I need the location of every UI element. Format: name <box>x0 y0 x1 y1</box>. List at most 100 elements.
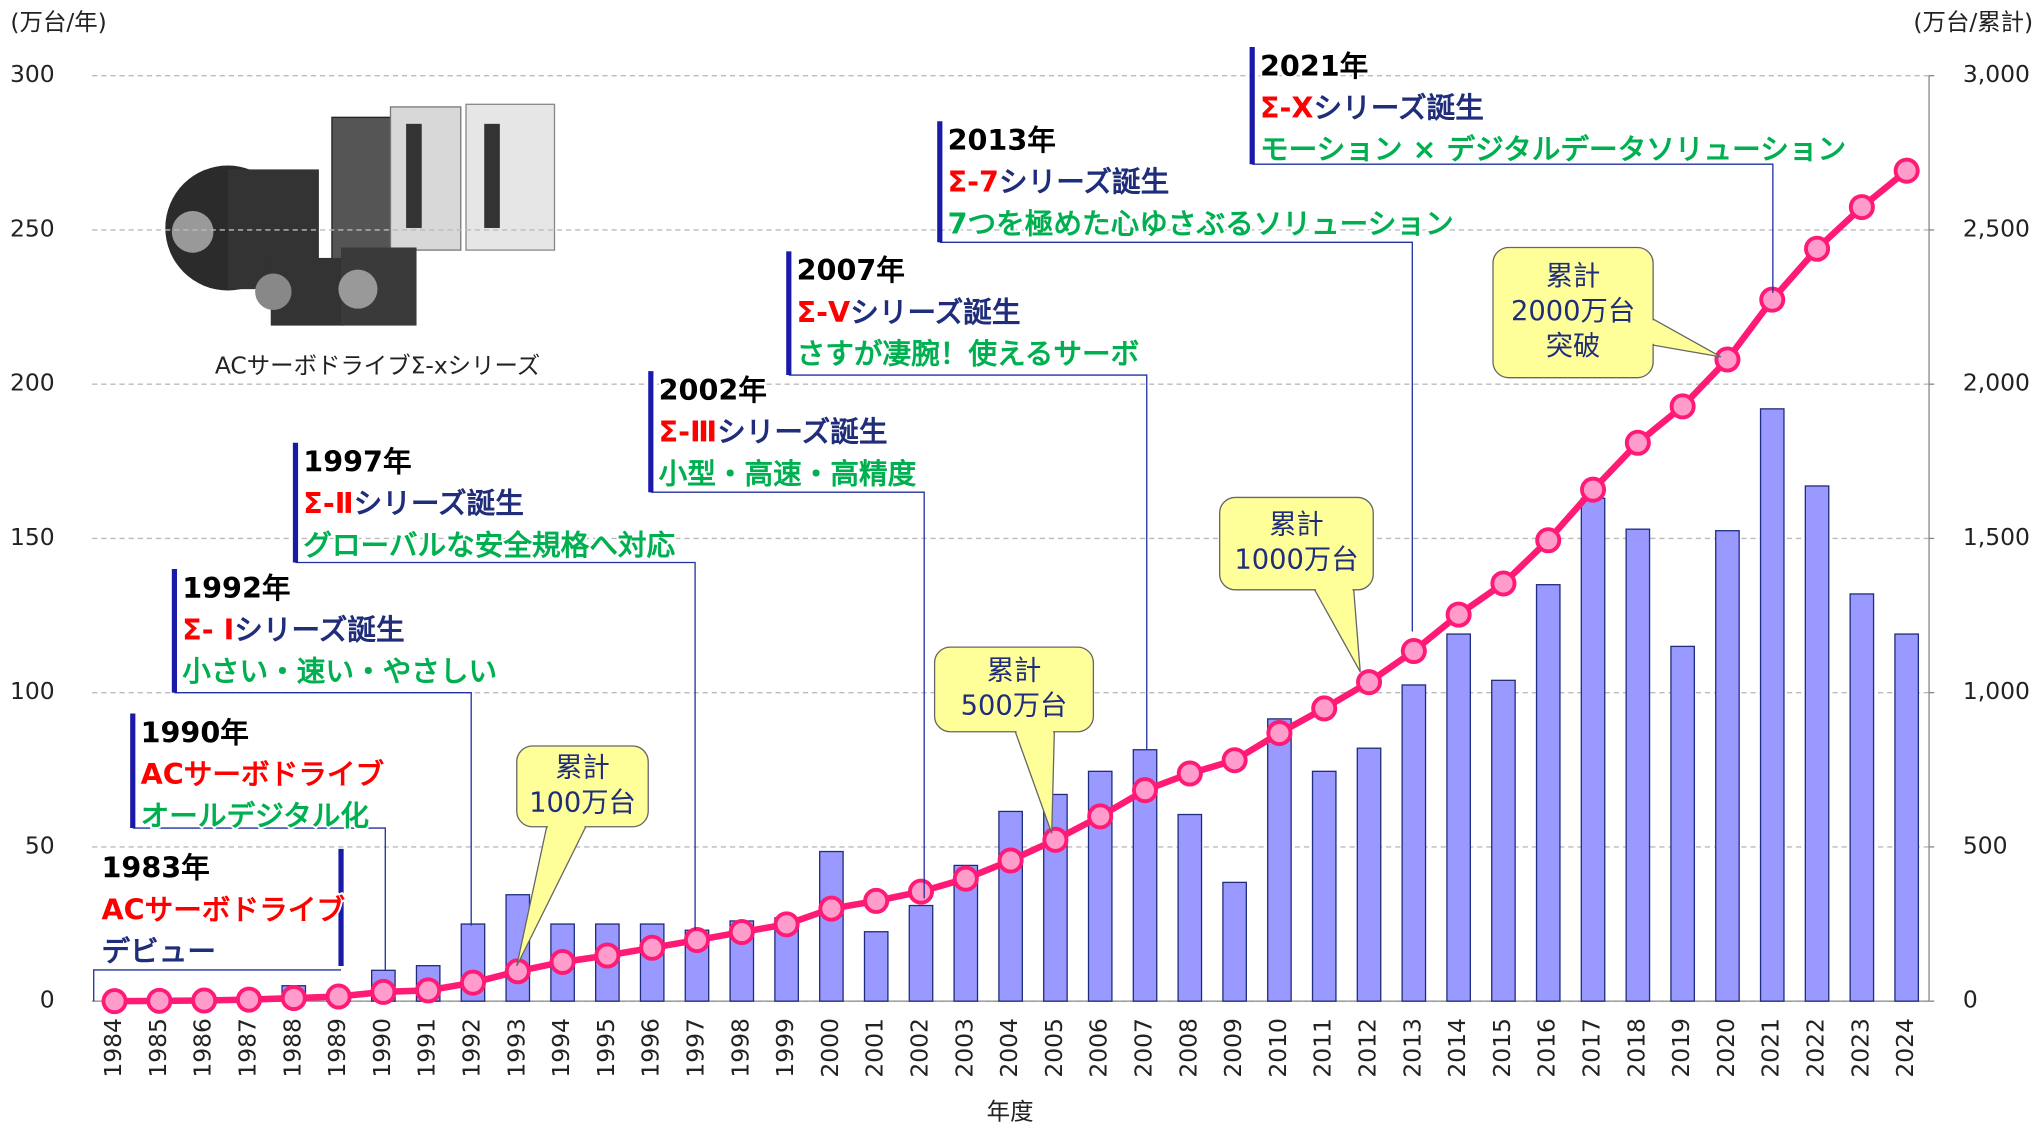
callout-box <box>933 646 1095 733</box>
x-tick-label: 2020 <box>1712 1018 1740 1078</box>
line-marker <box>1311 695 1338 722</box>
milestone-segment: ACサーボドライブ <box>141 757 385 791</box>
line-marker <box>1624 429 1651 456</box>
x-axis-label: 年度 <box>987 1098 1034 1125</box>
milestone-text: 2002年 <box>659 373 767 407</box>
callout-pointer <box>1313 589 1361 673</box>
x-tick-label: 2015 <box>1488 1018 1516 1078</box>
bar <box>998 810 1023 1002</box>
milestone-segment: Σ-Ⅱ <box>303 486 353 520</box>
leader-line <box>132 827 386 970</box>
bar <box>819 850 844 1002</box>
milestone-segment: シリーズ誕生 <box>354 486 524 520</box>
line-marker <box>1445 601 1472 628</box>
milestone-segment: Σ-X <box>1260 91 1314 125</box>
line-marker <box>1400 638 1427 665</box>
bar <box>1849 593 1875 1002</box>
milestone-segment: さすが凄腕！使えるサーボ <box>797 337 1140 371</box>
milestone-segment: 2002年 <box>659 373 767 407</box>
milestone-segment: Σ-Ⅲ <box>659 415 717 449</box>
milestone-text: Σ-Vシリーズ誕生 <box>797 295 1021 329</box>
line-marker <box>863 887 890 914</box>
x-tick-label: 2001 <box>861 1018 889 1078</box>
x-tick-label: 2013 <box>1398 1018 1426 1078</box>
line-marker <box>1804 235 1831 262</box>
milestone-text: 7つを極めた心ゆさぶるソリューション <box>948 206 1454 240</box>
line-marker <box>1490 570 1517 597</box>
x-tick-label: 2004 <box>995 1018 1023 1078</box>
line-marker <box>639 934 666 961</box>
milestone-segment: 2021年 <box>1260 49 1368 83</box>
milestone-segment: 1983年 <box>102 851 210 885</box>
milestone-text: Σ-Xシリーズ誕生 <box>1260 91 1484 125</box>
y-tick-label: 150 <box>10 523 55 551</box>
bar <box>1311 770 1337 1002</box>
x-tick-label: 1994 <box>547 1018 575 1078</box>
leader-line <box>295 561 696 930</box>
line-marker <box>594 942 621 969</box>
bar <box>1043 793 1068 1002</box>
bar <box>1894 633 1920 1002</box>
milestone-segment: 1997年 <box>303 445 411 479</box>
x-tick-label: 1986 <box>189 1018 217 1078</box>
line-marker <box>728 919 755 946</box>
milestone-text: 2007年 <box>797 253 905 287</box>
callout: 累計 500万台 <box>933 646 1095 834</box>
y2-tick-label: 2,000 <box>1963 369 2030 397</box>
line-marker <box>1042 826 1069 853</box>
bar <box>1446 633 1471 1002</box>
callout: 累計 100万台 <box>516 745 649 967</box>
x-tick-label: 2017 <box>1578 1018 1606 1078</box>
x-tick-label: 1998 <box>726 1018 754 1078</box>
bar <box>1670 645 1696 1002</box>
y-tick-label: 300 <box>10 60 55 88</box>
milestone-text: ACサーボドライブ <box>141 757 385 791</box>
y2-axis-label: (万台/累計) <box>1913 8 2033 36</box>
milestone-text: オールデジタル化 <box>141 799 370 833</box>
x-tick-label: 2018 <box>1622 1018 1650 1078</box>
line-marker <box>549 948 576 975</box>
milestone-text: Σ-Ⅲシリーズ誕生 <box>659 415 888 449</box>
line-marker <box>280 985 307 1012</box>
callout-text: 突破 <box>1546 331 1601 362</box>
line-marker <box>459 969 486 996</box>
milestone-segment: 小さい・速い・やさしい <box>182 654 497 688</box>
callout-join <box>1650 320 1655 344</box>
x-tick-label: 2016 <box>1533 1018 1561 1078</box>
line-marker <box>907 878 935 905</box>
y2-tick-label: 1,000 <box>1963 677 2030 705</box>
milestone-segment: Σ-V <box>797 295 851 329</box>
line-marker <box>1893 157 1920 184</box>
y-tick-label: 50 <box>25 831 55 859</box>
y-tick-label: 0 <box>40 986 55 1014</box>
callout-text: 2000万台 <box>1511 296 1635 327</box>
milestone-segment: 2013年 <box>948 123 1056 157</box>
milestone-segment: グローバルな安全規格へ対応 <box>303 528 675 562</box>
callout-text: 500万台 <box>961 690 1068 721</box>
x-tick-label: 1990 <box>368 1018 396 1078</box>
line-marker <box>1221 747 1248 774</box>
line-marker <box>773 911 800 938</box>
x-tick-label: 2008 <box>1174 1018 1202 1078</box>
milestone-text: Σ- Ⅰシリーズ誕生 <box>182 612 404 646</box>
milestone-text: 1992年 <box>182 571 290 605</box>
line-marker <box>101 988 128 1015</box>
x-tick-label: 2005 <box>1040 1018 1068 1078</box>
line-marker <box>683 927 711 954</box>
milestone-text: Σ-7シリーズ誕生 <box>948 165 1170 199</box>
line-marker <box>415 977 442 1004</box>
milestone-text: さすが凄腕！使えるサーボ <box>797 337 1140 371</box>
callout-text: 累計 <box>555 752 610 783</box>
x-tick-label: 1989 <box>323 1018 351 1078</box>
bar <box>1356 747 1382 1002</box>
milestone-text: 2021年 <box>1260 49 1368 83</box>
x-tick-label: 2024 <box>1891 1018 1919 1078</box>
x-tick-label: 1991 <box>413 1018 441 1078</box>
y2-tick-label: 2,500 <box>1963 214 2030 242</box>
y2-tick-label: 500 <box>1963 831 2008 859</box>
y-axis-label: (万台/年) <box>10 8 106 36</box>
line-marker <box>1087 803 1114 830</box>
